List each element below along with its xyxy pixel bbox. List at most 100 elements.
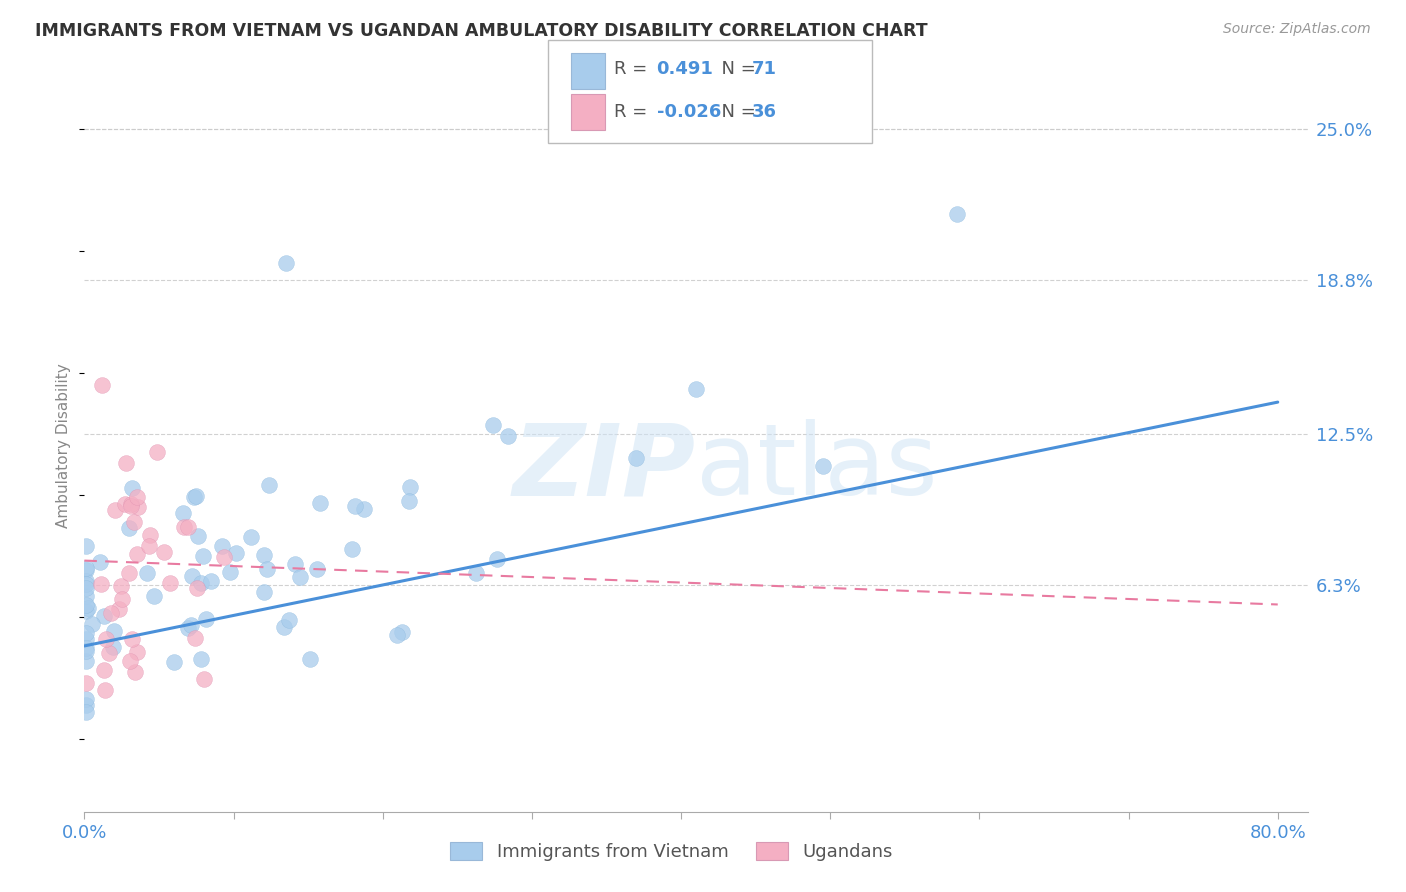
- Point: [77, 601, 100, 615]
- Point: [257, 478, 280, 492]
- Point: [274, 256, 297, 270]
- Point: [391, 625, 413, 640]
- Point: [110, 579, 132, 593]
- Point: [75, 632, 97, 647]
- Y-axis label: Ambulatory Disability: Ambulatory Disability: [56, 364, 72, 528]
- Point: [122, 515, 145, 529]
- Point: [946, 207, 969, 221]
- Point: [195, 612, 218, 626]
- Point: [288, 569, 311, 583]
- Point: [309, 496, 332, 510]
- Point: [172, 506, 194, 520]
- Point: [153, 544, 176, 558]
- Point: [143, 589, 166, 603]
- Point: [200, 574, 222, 588]
- Point: [75, 698, 97, 713]
- Text: R =: R =: [614, 103, 654, 121]
- Point: [176, 621, 198, 635]
- Point: [125, 645, 148, 659]
- Point: [118, 521, 141, 535]
- Text: 0.491: 0.491: [657, 61, 713, 78]
- Point: [75, 654, 97, 668]
- Point: [163, 656, 186, 670]
- Text: N =: N =: [710, 103, 762, 121]
- Point: [159, 576, 181, 591]
- Point: [183, 491, 205, 505]
- Point: [121, 632, 143, 647]
- Point: [75, 691, 97, 706]
- Point: [114, 456, 136, 470]
- Point: [75, 563, 97, 577]
- Point: [100, 606, 122, 620]
- Point: [253, 585, 276, 599]
- Point: [225, 546, 247, 560]
- Point: [118, 566, 141, 581]
- Point: [75, 644, 97, 658]
- Point: [103, 624, 125, 638]
- Point: [75, 598, 97, 612]
- Point: [298, 652, 321, 666]
- Point: [120, 499, 142, 513]
- Point: [240, 530, 263, 544]
- Point: [107, 602, 129, 616]
- Point: [120, 654, 142, 668]
- Point: [75, 640, 97, 655]
- Point: [340, 542, 363, 557]
- Point: [75, 574, 97, 588]
- Point: [398, 493, 420, 508]
- Point: [186, 581, 208, 595]
- Point: [104, 502, 127, 516]
- Point: [146, 444, 169, 458]
- Point: [90, 577, 112, 591]
- Point: [277, 613, 299, 627]
- Text: 71: 71: [752, 61, 778, 78]
- Point: [96, 632, 118, 647]
- Text: atlas: atlas: [696, 419, 938, 516]
- Point: [75, 577, 97, 591]
- Point: [191, 549, 214, 563]
- Point: [127, 500, 149, 515]
- Point: [496, 428, 519, 442]
- Point: [811, 458, 834, 473]
- Text: Source: ZipAtlas.com: Source: ZipAtlas.com: [1223, 22, 1371, 37]
- Point: [114, 497, 136, 511]
- Point: [211, 539, 233, 553]
- Point: [93, 608, 115, 623]
- Point: [193, 673, 215, 687]
- Point: [219, 566, 242, 580]
- Point: [89, 555, 111, 569]
- Text: 36: 36: [752, 103, 778, 121]
- Point: [75, 561, 97, 575]
- Legend: Immigrants from Vietnam, Ugandans: Immigrants from Vietnam, Ugandans: [443, 835, 900, 869]
- Point: [273, 620, 295, 634]
- Point: [180, 617, 202, 632]
- Point: [626, 451, 648, 466]
- Point: [385, 628, 408, 642]
- Point: [685, 382, 707, 396]
- Point: [184, 489, 207, 503]
- Point: [135, 566, 157, 580]
- Point: [398, 480, 420, 494]
- Point: [486, 551, 509, 566]
- Point: [253, 548, 276, 562]
- Point: [284, 557, 307, 571]
- Point: [120, 497, 142, 511]
- Text: ZIP: ZIP: [513, 419, 696, 516]
- Point: [190, 576, 212, 591]
- Text: R =: R =: [614, 61, 654, 78]
- Point: [173, 520, 195, 534]
- Text: N =: N =: [710, 61, 762, 78]
- Point: [481, 417, 503, 432]
- Point: [75, 539, 97, 553]
- Point: [111, 592, 134, 607]
- Point: [124, 665, 146, 679]
- Text: IMMIGRANTS FROM VIETNAM VS UGANDAN AMBULATORY DISABILITY CORRELATION CHART: IMMIGRANTS FROM VIETNAM VS UGANDAN AMBUL…: [35, 22, 928, 40]
- Text: -0.026: -0.026: [657, 103, 721, 121]
- Point: [97, 646, 120, 660]
- Point: [75, 581, 97, 595]
- Point: [75, 626, 97, 640]
- Point: [75, 589, 97, 603]
- Point: [80, 616, 103, 631]
- Point: [121, 481, 143, 495]
- Point: [187, 529, 209, 543]
